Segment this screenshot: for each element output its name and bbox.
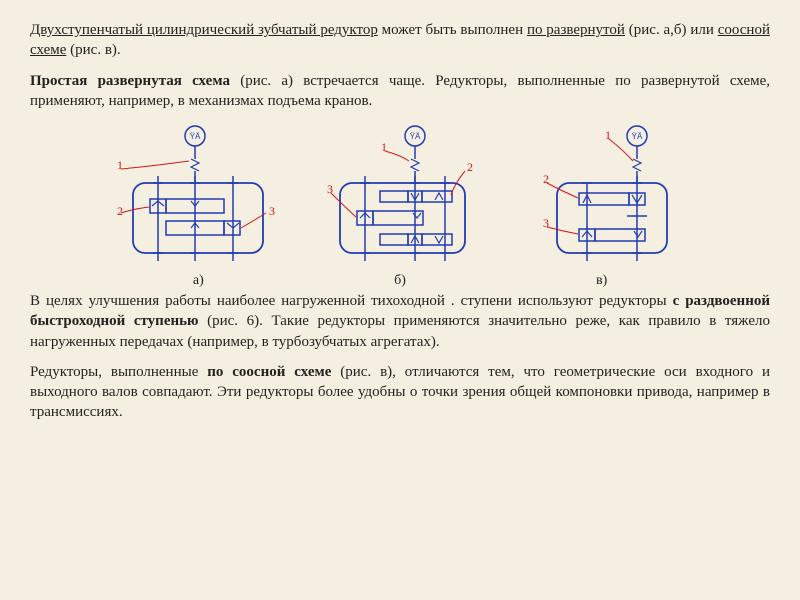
svg-text:3: 3: [269, 204, 275, 218]
svg-text:ŸÄ: ŸÄ: [190, 132, 201, 141]
diagram-c: ŸÄ: [503, 121, 700, 289]
diagram-b-svg: ŸÄ: [305, 121, 495, 271]
svg-text:1: 1: [381, 140, 387, 154]
caption-b: б): [394, 273, 406, 289]
text-bold: по соосной схеме: [207, 364, 331, 380]
svg-text:1: 1: [117, 158, 123, 172]
svg-text:2: 2: [467, 160, 473, 174]
diagram-a: ŸÄ: [100, 121, 297, 289]
text: может быть выполнен: [378, 22, 527, 38]
document-page: Двухступенчатый цилиндрический зубчатый …: [0, 0, 800, 453]
text-underline: по развернутой: [527, 22, 625, 38]
caption-a: а): [193, 273, 204, 289]
diagram-b: ŸÄ: [302, 121, 499, 289]
text-underline: Двухступенчатый цилиндрический зубчатый …: [30, 22, 378, 38]
diagram-a-svg: ŸÄ: [103, 121, 293, 271]
paragraph-4: Редукторы, выполненные по соосной схеме …: [30, 362, 770, 423]
svg-text:ŸÄ: ŸÄ: [410, 132, 421, 141]
paragraph-2: Простая развернутая схема (рис. а) встре…: [30, 71, 770, 112]
svg-text:ŸÄ: ŸÄ: [631, 132, 642, 141]
diagram-c-svg: ŸÄ: [507, 121, 697, 271]
caption-c: в): [596, 273, 607, 289]
text-bold: Простая развернутая схема: [30, 73, 230, 89]
text: (рис. в).: [66, 42, 120, 58]
svg-text:2: 2: [117, 204, 123, 218]
paragraph-1: Двухступенчатый цилиндрический зубчатый …: [30, 20, 770, 61]
diagram-row: ŸÄ: [30, 121, 770, 289]
text: Редукторы, выполненные: [30, 364, 207, 380]
text: В целях улучшения работы наиболее нагруж…: [30, 293, 673, 309]
paragraph-3: В целях улучшения работы наиболее нагруж…: [30, 291, 770, 352]
text: (рис. а,б) или: [625, 22, 718, 38]
svg-text:3: 3: [543, 216, 549, 230]
